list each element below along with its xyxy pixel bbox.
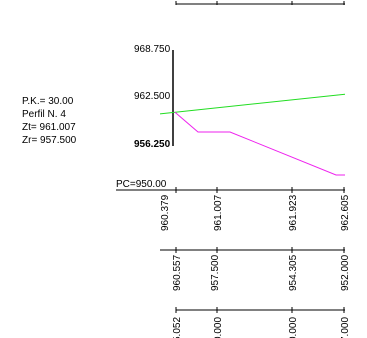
row3-value: 0.000: [288, 317, 299, 338]
elevation-label-bottom: 956.250: [134, 139, 171, 150]
row1-value: 961.007: [213, 194, 224, 231]
row2-value: 954.305: [288, 254, 299, 291]
project-line: [174, 111, 345, 176]
zr-label: Zr= 957.500: [22, 135, 77, 146]
row3-value: 0.000: [213, 317, 224, 338]
row3-ticks: [175, 307, 345, 313]
elevation-label-middle: 962.500: [134, 91, 171, 102]
reference-label: PC=950.00: [116, 179, 167, 190]
pk-label: P.K.= 30.00: [22, 96, 74, 107]
row2-value: 957.500: [210, 254, 221, 291]
row2-ticks: [175, 247, 345, 253]
row1-values: 960.379 961.007 961.923 962.605: [160, 194, 351, 231]
row3-value: 7.000: [340, 317, 351, 338]
reference-ticks: [175, 187, 345, 193]
terrain-line: [159, 93, 346, 115]
row2-value: 960.557: [172, 254, 183, 291]
zt-label: Zt= 961.007: [22, 122, 76, 133]
row1-value: 960.379: [160, 194, 171, 231]
profile-info: P.K.= 30.00 Perfil N. 4 Zt= 961.007 Zr= …: [22, 96, 77, 146]
row3-value: 5.052: [172, 317, 183, 338]
row2-value: 952.000: [340, 254, 351, 291]
perfil-label: Perfil N. 4: [22, 109, 66, 120]
row3-values: 5.052 0.000 0.000 7.000: [172, 317, 351, 338]
row1-value: 962.605: [340, 194, 351, 231]
top-table-line: [175, 1, 345, 5]
row2-values: 960.557 957.500 954.305 952.000: [172, 254, 351, 291]
elevation-label-top: 968.750: [134, 44, 171, 55]
row1-value: 961.923: [288, 194, 299, 231]
